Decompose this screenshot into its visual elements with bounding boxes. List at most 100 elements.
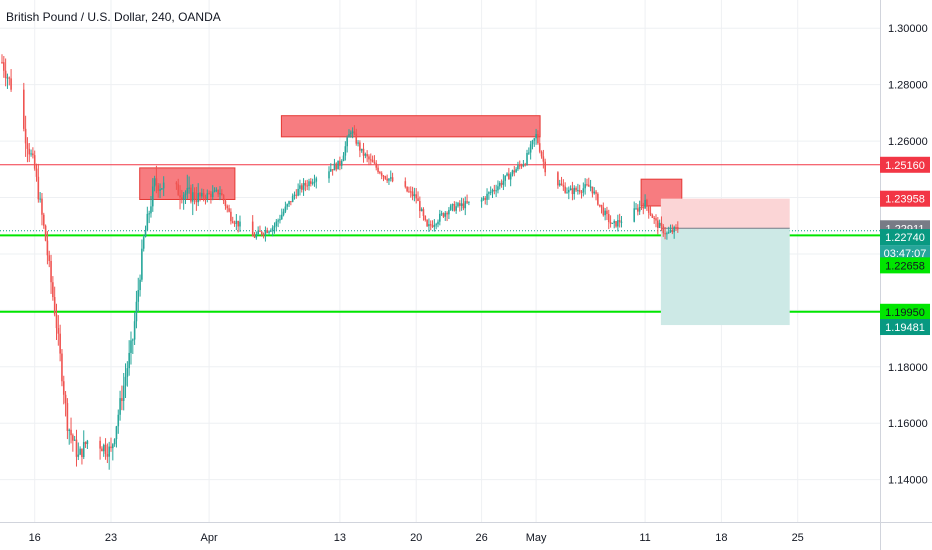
candle-body xyxy=(308,181,310,187)
candle-body xyxy=(359,142,361,151)
candle-body xyxy=(208,193,210,195)
price-tag-resistance xyxy=(880,156,930,173)
candle-body xyxy=(179,195,181,198)
candle-body xyxy=(211,191,214,198)
candle-body xyxy=(417,198,419,202)
candle-body xyxy=(415,194,417,199)
candle-body xyxy=(24,128,27,144)
candle-body xyxy=(587,184,590,187)
candle-body xyxy=(646,199,648,207)
stop-loss-zone[interactable] xyxy=(660,198,790,229)
candle-body xyxy=(409,191,412,193)
candle-body xyxy=(498,182,501,187)
candle-body xyxy=(202,192,205,198)
candle-body xyxy=(431,225,434,227)
candle-body xyxy=(288,201,290,205)
candle-body xyxy=(564,186,566,193)
candle-body xyxy=(86,440,89,445)
candle-body xyxy=(455,206,457,211)
candle-body xyxy=(569,188,572,191)
candle-body xyxy=(428,224,430,227)
candle-body xyxy=(53,297,56,315)
candle-body xyxy=(302,183,305,190)
time-tick-label: May xyxy=(526,532,547,544)
candle-body xyxy=(368,156,370,160)
candle-body xyxy=(79,448,81,455)
candle-body xyxy=(486,193,488,200)
candle-body xyxy=(10,78,12,90)
candle-body xyxy=(607,214,610,223)
candle-body xyxy=(351,131,354,133)
candle-body xyxy=(186,187,189,194)
candle-body xyxy=(124,376,127,386)
time-tick-label: 16 xyxy=(29,532,41,544)
candle-body xyxy=(446,212,448,215)
candle-body xyxy=(360,148,363,151)
candle-body xyxy=(260,231,263,235)
candle-body xyxy=(126,368,129,377)
candle-body xyxy=(642,207,645,209)
candle-body xyxy=(184,193,187,196)
candle-body xyxy=(175,182,178,185)
candle-body xyxy=(660,222,663,226)
candle-body xyxy=(379,172,381,174)
candle-body xyxy=(217,189,219,195)
candle-body xyxy=(313,181,316,183)
candle-body xyxy=(353,131,356,134)
short-position-tool[interactable] xyxy=(660,198,790,326)
candle-body xyxy=(330,169,332,172)
price-tag-stop xyxy=(880,190,930,207)
candle-body xyxy=(597,193,599,205)
take-profit-zone[interactable] xyxy=(660,228,790,326)
candle-body xyxy=(422,209,425,216)
candle-body xyxy=(388,178,390,181)
candle-body xyxy=(595,191,597,194)
candle-body xyxy=(369,159,372,161)
candle-body xyxy=(528,152,530,154)
candle-body xyxy=(529,144,532,153)
candle-body xyxy=(669,230,672,232)
candle-body xyxy=(279,219,281,221)
candle-body xyxy=(273,226,276,228)
candle-body xyxy=(517,165,519,170)
candle-body xyxy=(213,190,216,192)
candle-body xyxy=(190,187,192,202)
candle-body xyxy=(335,163,338,170)
candle-body xyxy=(162,182,165,189)
candle-body xyxy=(649,212,652,216)
candle-body xyxy=(386,178,388,181)
candle-body xyxy=(655,218,657,221)
candle-body xyxy=(73,439,76,441)
candle-body xyxy=(306,185,308,187)
candle-body xyxy=(411,191,414,197)
candle-body xyxy=(355,133,358,144)
price-tag-countdown xyxy=(880,245,930,262)
candle-body xyxy=(199,193,201,197)
candle-body xyxy=(391,177,394,182)
candle-body xyxy=(573,187,576,195)
time-axis[interactable]: 16 23 Apr 13 20 26 May 11 18 25 xyxy=(29,532,804,544)
candle-body xyxy=(357,142,359,144)
candle-body xyxy=(342,155,345,162)
candle-body xyxy=(255,234,258,238)
candle-body xyxy=(384,176,387,179)
candle-body xyxy=(215,189,218,191)
candle-body xyxy=(419,201,421,212)
candle-body xyxy=(133,321,136,340)
candle-body xyxy=(586,184,588,186)
resistance-zone[interactable] xyxy=(280,115,541,138)
candle-body xyxy=(424,215,427,221)
candle-body xyxy=(141,248,143,280)
price-tick-label: 1.18000 xyxy=(888,362,928,374)
candle-body xyxy=(364,154,367,156)
candle-body xyxy=(6,77,9,79)
candle-body xyxy=(32,153,34,156)
candle-body xyxy=(389,177,392,179)
candle-body xyxy=(257,230,259,235)
candle-body xyxy=(602,207,605,216)
candle-body xyxy=(239,221,241,227)
candle-body xyxy=(482,198,485,200)
candle-body xyxy=(451,204,454,206)
